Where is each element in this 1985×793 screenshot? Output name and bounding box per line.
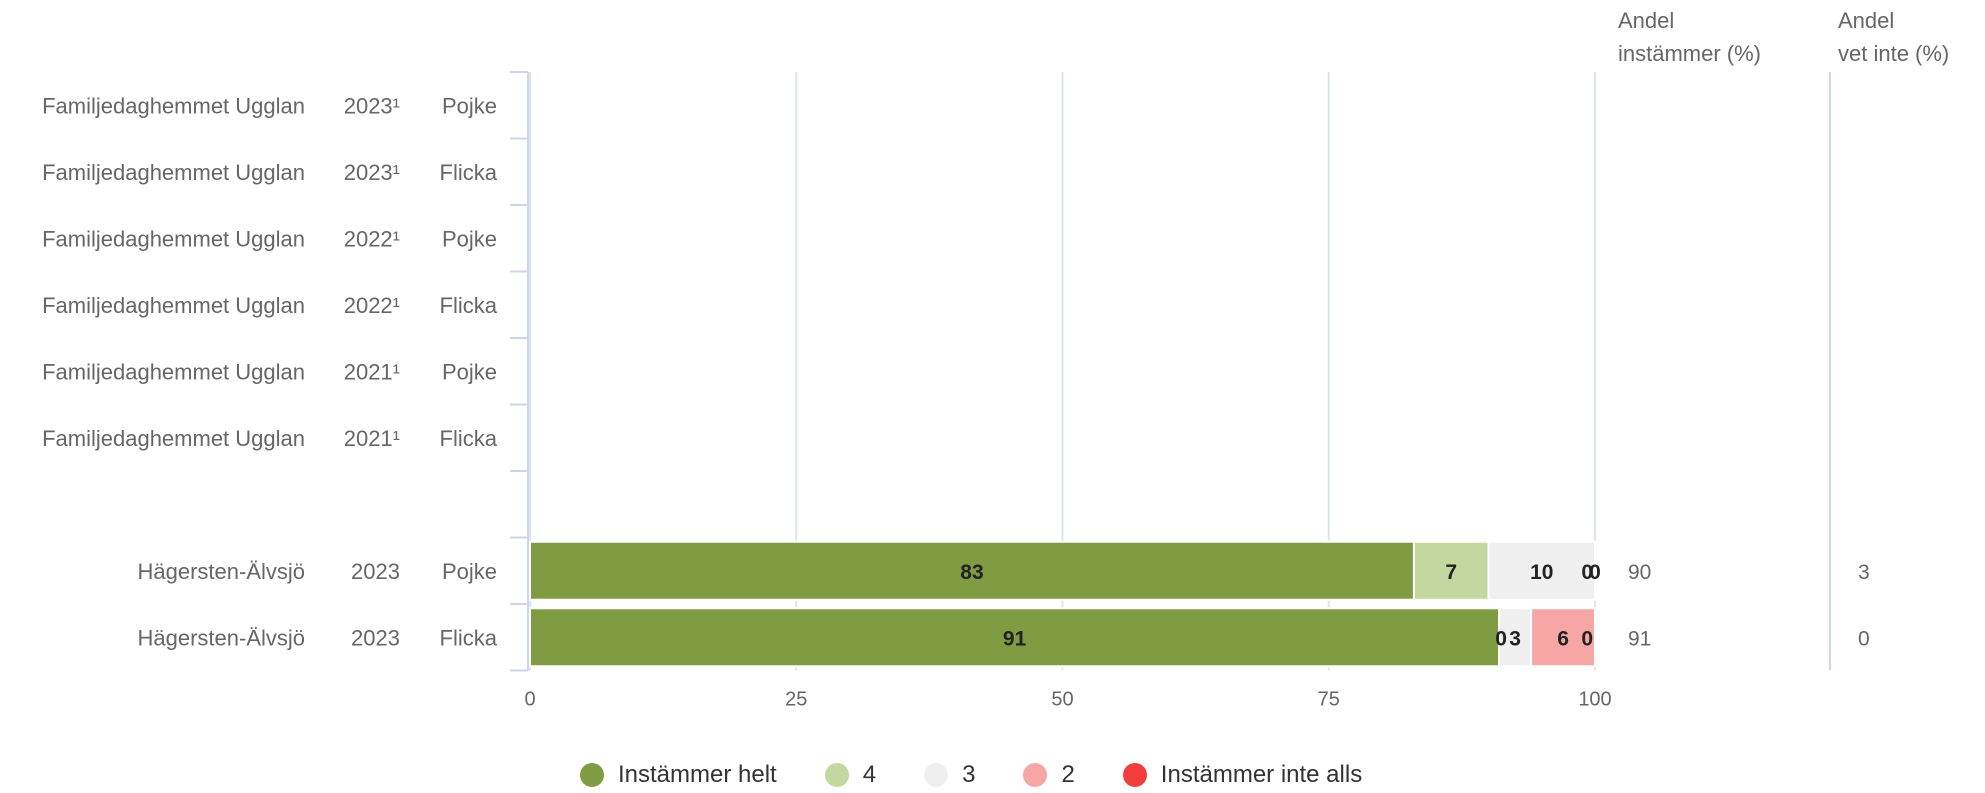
data-label: 0 (1589, 561, 1601, 584)
row-label-unit: Familjedaghemmet Ugglan (42, 160, 305, 185)
row-label-gender: Pojke (442, 93, 497, 118)
legend-item[interactable]: 4 (824, 761, 877, 789)
header-agree-line1: Andel (1618, 8, 1674, 33)
legend-label: 4 (862, 761, 877, 788)
legend-item[interactable]: Instämmer inte alls (1122, 761, 1363, 789)
row-label-gender: Pojke (442, 226, 497, 251)
x-tick-label: 100 (1578, 689, 1611, 711)
data-label: 91 (1003, 627, 1027, 650)
header-dontknow-line1: Andel (1838, 8, 1894, 33)
row-label-year: 2023¹ (344, 93, 400, 118)
bar-segment (529, 607, 1501, 668)
data-label: 3 (1509, 627, 1521, 650)
row-label-gender: Pojke (442, 359, 497, 384)
data-label: 0 (1581, 627, 1593, 650)
row-label-unit: Familjedaghemmet Ugglan (42, 359, 305, 384)
data-label: 6 (1557, 627, 1569, 650)
row-label-unit: Hägersten-Älvsjö (137, 625, 305, 650)
row-label-unit: Familjedaghemmet Ugglan (42, 426, 305, 451)
bar-segment (529, 540, 1415, 601)
x-tick-label: 0 (524, 689, 535, 711)
x-tick-label: 75 (1318, 689, 1340, 711)
legend-swatch (924, 763, 949, 787)
agree-percent: 90 (1628, 561, 1651, 584)
legend-item[interactable]: 3 (924, 761, 975, 789)
header-agree-line2: instämmer (%) (1618, 41, 1761, 66)
bar-segment (1487, 540, 1596, 601)
data-label: 0 (1581, 561, 1593, 584)
legend-label: Instämmer helt (618, 761, 777, 788)
row-label-gender: Flicka (440, 625, 498, 650)
legend-swatch (1023, 763, 1048, 787)
legend-label: 2 (1061, 761, 1075, 788)
legend-item[interactable]: 2 (1023, 761, 1075, 789)
bar-segment (1530, 607, 1596, 668)
row-label-gender: Flicka (440, 426, 498, 451)
row-label-unit: Familjedaghemmet Ugglan (42, 293, 305, 318)
row-label-gender: Flicka (440, 160, 498, 185)
row-label-gender: Pojke (442, 559, 497, 584)
row-label-year: 2022¹ (344, 293, 400, 318)
chart-legend: Instämmer helt 4 3 2 Instämmer inte alls (580, 760, 1362, 790)
row-label-unit: Familjedaghemmet Ugglan (42, 93, 305, 118)
dont-know-percent: 0 (1858, 627, 1870, 650)
row-label-year: 2023 (351, 625, 400, 650)
data-label: 83 (960, 561, 983, 584)
legend-swatch (824, 763, 849, 787)
legend-swatch (580, 763, 604, 787)
row-label-year: 2021¹ (344, 426, 400, 451)
row-label-gender: Flicka (440, 293, 498, 318)
row-label-unit: Familjedaghemmet Ugglan (42, 226, 305, 251)
row-label-year: 2021¹ (344, 359, 400, 384)
row-label-year: 2022¹ (344, 226, 400, 251)
data-label: 7 (1445, 561, 1457, 584)
legend-label: Instämmer inte alls (1160, 761, 1363, 788)
dont-know-percent: 3 (1858, 561, 1870, 584)
bar-segment (1498, 607, 1533, 668)
agree-percent: 91 (1628, 627, 1651, 650)
legend-label: 3 (962, 761, 976, 788)
data-label: 0 (1495, 627, 1507, 650)
header-dontknow-line2: vet inte (%) (1838, 41, 1949, 66)
legend-swatch (1122, 763, 1147, 787)
row-label-unit: Hägersten-Älvsjö (137, 559, 305, 584)
row-label-year: 2023 (351, 559, 400, 584)
legend-item[interactable]: Instämmer helt (580, 761, 777, 789)
row-label-year: 2023¹ (344, 160, 400, 185)
x-tick-label: 25 (785, 689, 807, 711)
x-tick-label: 50 (1051, 689, 1073, 711)
data-label: 10 (1530, 561, 1553, 584)
